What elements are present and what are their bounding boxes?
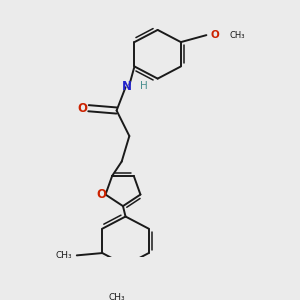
Text: N: N	[122, 80, 132, 93]
Text: CH₃: CH₃	[229, 31, 245, 40]
Text: CH₃: CH₃	[108, 293, 125, 300]
Text: O: O	[210, 30, 219, 40]
Text: CH₃: CH₃	[55, 251, 72, 260]
Text: O: O	[77, 102, 87, 115]
Text: O: O	[96, 188, 106, 201]
Text: H: H	[140, 81, 147, 91]
